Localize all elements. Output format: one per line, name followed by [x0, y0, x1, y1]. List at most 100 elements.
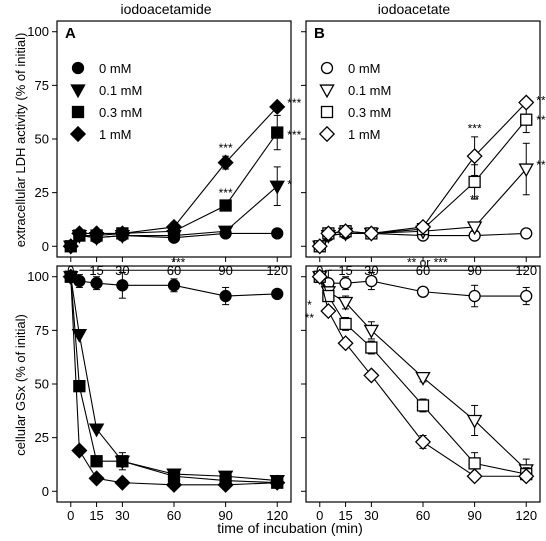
data-point [365, 274, 378, 288]
data-point [363, 324, 380, 339]
data-point [269, 98, 286, 115]
y-axis-label-ldh: extracellular LDH activity (% of initial… [13, 33, 28, 248]
significance-annotation: *** [287, 96, 301, 110]
x-tick-label: 120 [515, 508, 537, 523]
data-point [414, 218, 432, 236]
x-tick-label: 15 [338, 508, 352, 523]
x-tick-label: 0 [316, 508, 323, 523]
data-point [71, 442, 88, 459]
panel-b-legend: 0 mM 0.1 mM 0.3 mM 1 mM [318, 61, 391, 143]
data-point [88, 470, 105, 487]
x-tick-label: 15 [89, 508, 103, 523]
legend-marker [69, 125, 87, 143]
panel-a: A0153060901200255075100*************0 mM… [27, 20, 302, 278]
data-point [219, 199, 232, 212]
x-axis-label: time of incubation (min) [217, 520, 363, 536]
data-point [365, 341, 378, 354]
data-point [337, 296, 354, 311]
data-point [518, 163, 534, 178]
data-point [311, 238, 328, 255]
data-point [363, 225, 380, 242]
data-point [518, 468, 535, 485]
panel-d: D015306090120** or ****** [301, 255, 541, 523]
legend-entry: 1 mM [99, 127, 132, 142]
legend-entry: 0.1 mM [99, 83, 142, 98]
data-point [337, 335, 354, 352]
y-tick-label: 25 [35, 185, 49, 200]
data-point [466, 221, 483, 236]
x-tick-label: 30 [115, 508, 129, 523]
series-1-mm [311, 268, 535, 485]
data-point [116, 455, 129, 468]
data-point [339, 317, 352, 331]
data-point [466, 148, 483, 165]
x-tick-label: 90 [218, 508, 232, 523]
legend-marker [71, 61, 85, 75]
data-point [337, 223, 354, 240]
series-1-mm [311, 94, 535, 255]
panels: A0153060901200255075100*************0 mM… [27, 20, 546, 523]
data-point [416, 399, 430, 412]
data-point [167, 279, 181, 292]
significance-annotation: ** [470, 192, 480, 206]
series-line [70, 276, 278, 484]
data-point [269, 474, 286, 491]
data-point [114, 474, 131, 491]
y-axis-label-gsx: cellular GSx (% of initial) [13, 314, 28, 456]
data-point [320, 302, 337, 320]
y-tick-label: 100 [27, 269, 49, 284]
legend-marker [320, 105, 334, 119]
panel-c: C0153060901200255075100*** [27, 255, 292, 523]
significance-annotation: *** [536, 94, 546, 108]
legend-marker [320, 61, 334, 75]
series-0-mm [64, 270, 284, 306]
y-tick-label: 75 [35, 323, 49, 338]
significance-annotation: *** [287, 128, 301, 142]
column-title-iodoacetate: iodoacetate [378, 1, 451, 17]
x-tick-label: 60 [167, 508, 181, 523]
significance-annotation: *** [468, 122, 482, 136]
data-point [219, 289, 232, 303]
data-point [114, 225, 131, 242]
data-point [414, 433, 432, 450]
x-tick-label: 0 [67, 508, 74, 523]
data-point [217, 225, 234, 240]
panel-b: B015306090120*************0 mM0.1 mM0.3 … [301, 20, 546, 278]
x-tick-label: 30 [364, 508, 378, 523]
data-point [311, 268, 328, 285]
significance-annotation: * [287, 177, 292, 191]
data-point [415, 371, 431, 386]
data-point [322, 289, 335, 303]
x-tick-label: 120 [266, 508, 288, 523]
data-point [520, 289, 533, 303]
data-point [88, 423, 105, 438]
y-tick-label: 0 [42, 484, 49, 499]
data-point [62, 238, 79, 255]
column-title-iodoacetamide: iodoacetamide [120, 1, 211, 17]
data-point [269, 180, 285, 195]
significance-annotation: *** [219, 141, 233, 155]
significance-annotation: ** [305, 311, 315, 325]
series-1-mm [62, 268, 286, 493]
data-point [90, 455, 103, 468]
panel-a-legend: 0 mM 0.1 mM 0.3 mM 1 mM [69, 61, 142, 143]
series-line [70, 276, 278, 486]
series-line [70, 276, 278, 482]
legend-entry: 0.1 mM [348, 83, 391, 98]
x-tick-label: 60 [416, 508, 430, 523]
data-point [165, 476, 183, 493]
data-point [466, 468, 483, 485]
data-point [73, 379, 86, 393]
legend-entry: 0.3 mM [348, 105, 391, 120]
series-1-mm [62, 98, 286, 255]
data-point [271, 126, 284, 139]
data-point [271, 227, 284, 240]
legend-entry: 0 mM [99, 61, 132, 76]
significance-annotation: *** [219, 186, 233, 200]
data-point [320, 225, 337, 242]
data-point [62, 268, 79, 285]
significance-bracket-label: ** or *** [407, 255, 448, 269]
data-point [520, 113, 533, 126]
data-point [165, 218, 183, 236]
